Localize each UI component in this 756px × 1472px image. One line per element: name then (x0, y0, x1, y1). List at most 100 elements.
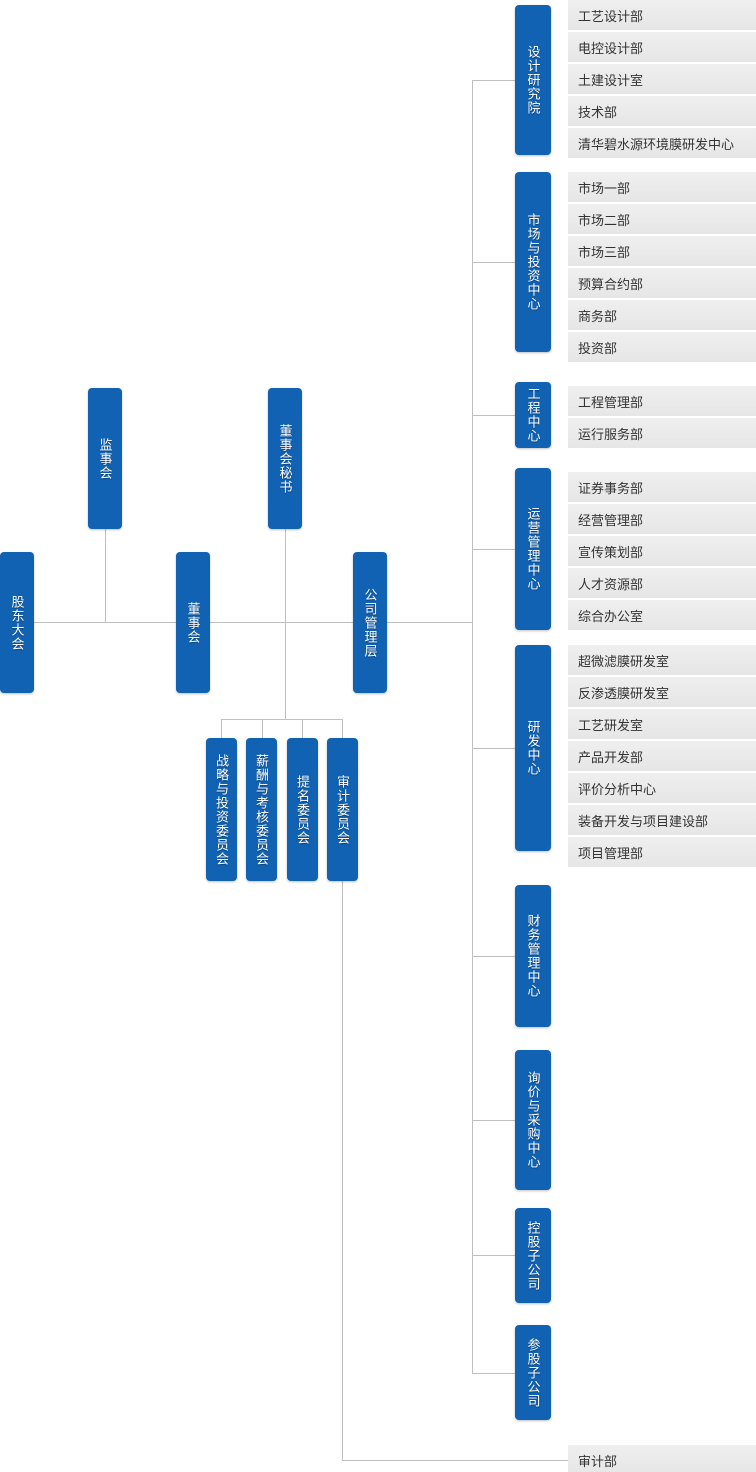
node-label: 控股子公司 (525, 1220, 541, 1291)
node-label: 董事会 (185, 601, 201, 644)
dept-label: 工艺研发室 (578, 717, 644, 733)
node-center-finance-management[interactable]: 财务管理中心 (515, 885, 551, 1027)
node-center-design-institute[interactable]: 设计研究院 (515, 5, 551, 155)
dept-row[interactable]: 土建设计室 (568, 64, 756, 94)
branch-operations-center (472, 549, 515, 550)
dept-row[interactable]: 电控设计部 (568, 32, 756, 62)
dept-row[interactable]: 反渗透膜研发室 (568, 677, 756, 707)
node-holding-subsidiary[interactable]: 控股子公司 (515, 1208, 551, 1303)
dept-row[interactable]: 评价分析中心 (568, 773, 756, 803)
dept-row[interactable]: 市场三部 (568, 236, 756, 266)
connector-committee-4 (342, 719, 343, 738)
node-equity-subsidiary[interactable]: 参股子公司 (515, 1325, 551, 1420)
dept-row[interactable]: 综合办公室 (568, 600, 756, 630)
branch-finance-center (472, 956, 515, 957)
node-committee-compensation-appraisal[interactable]: 薪酬与考核委员会 (246, 738, 277, 881)
dept-row[interactable]: 装备开发与项目建设部 (568, 805, 756, 835)
dept-label: 审计部 (578, 1453, 618, 1469)
dept-row[interactable]: 宣传策划部 (568, 536, 756, 566)
spine-main (34, 622, 472, 623)
committee-bus (221, 719, 343, 720)
dept-label: 经营管理部 (578, 512, 644, 528)
dept-label: 证券事务部 (578, 480, 644, 496)
dept-label: 人才资源部 (578, 576, 644, 592)
dept-row-audit-department[interactable]: 审计部 (568, 1445, 756, 1472)
branch-market-investment-center (472, 262, 515, 263)
node-label: 设计研究院 (525, 45, 541, 115)
dept-row[interactable]: 市场二部 (568, 204, 756, 234)
node-supervisory-board[interactable]: 监事会 (88, 388, 122, 529)
node-center-engineering[interactable]: 工程中心 (515, 382, 551, 448)
dept-label: 清华碧水源环境膜研发中心 (578, 136, 735, 152)
dept-row[interactable]: 工程管理部 (568, 386, 756, 416)
dept-label: 市场三部 (578, 244, 631, 260)
dept-label: 工艺设计部 (578, 8, 644, 24)
dept-label: 工程管理部 (578, 394, 644, 410)
dept-label: 商务部 (578, 308, 618, 324)
node-label: 公司管理层 (362, 587, 378, 658)
dept-row[interactable]: 工艺研发室 (568, 709, 756, 739)
branch-rnd-center (472, 748, 515, 749)
connector-committee-1 (221, 719, 222, 738)
node-shareholders-meeting[interactable]: 股东大会 (0, 552, 34, 693)
dept-row[interactable]: 证券事务部 (568, 472, 756, 502)
dept-row[interactable]: 运行服务部 (568, 418, 756, 448)
node-label: 薪酬与考核委员会 (254, 753, 269, 866)
dept-row[interactable]: 清华碧水源环境膜研发中心 (568, 128, 756, 158)
node-center-inquiry-procurement[interactable]: 询价与采购中心 (515, 1050, 551, 1190)
node-label: 战略与投资委员会 (214, 753, 229, 866)
dept-label: 市场二部 (578, 212, 631, 228)
node-board-of-directors[interactable]: 董事会 (176, 552, 210, 693)
dept-label: 装备开发与项目建设部 (578, 813, 709, 829)
branch-design-institute (472, 80, 515, 81)
branch-equity-subsidiary (472, 1373, 515, 1374)
dept-row[interactable]: 超微滤膜研发室 (568, 645, 756, 675)
node-center-rnd[interactable]: 研发中心 (515, 645, 551, 851)
node-label: 监事会 (97, 437, 113, 480)
node-board-secretary[interactable]: 董事会秘书 (268, 388, 302, 529)
node-label: 审计委员会 (335, 774, 350, 845)
node-label: 董事会秘书 (277, 423, 293, 494)
node-label: 财务管理中心 (525, 914, 541, 998)
dept-row[interactable]: 人才资源部 (568, 568, 756, 598)
dept-label: 宣传策划部 (578, 544, 644, 560)
node-center-operations-management[interactable]: 运营管理中心 (515, 468, 551, 630)
node-label: 参股子公司 (525, 1337, 541, 1408)
connector-committee-3 (302, 719, 303, 738)
node-company-management[interactable]: 公司管理层 (353, 552, 387, 693)
center-trunk (472, 80, 473, 1373)
dept-label: 电控设计部 (578, 40, 644, 56)
dept-row[interactable]: 技术部 (568, 96, 756, 126)
dept-row[interactable]: 商务部 (568, 300, 756, 330)
dept-row[interactable]: 投资部 (568, 332, 756, 362)
node-label: 市场与投资中心 (525, 213, 541, 311)
branch-engineering-center (472, 415, 515, 416)
dept-row[interactable]: 项目管理部 (568, 837, 756, 867)
dept-row[interactable]: 工艺设计部 (568, 0, 756, 30)
dept-label: 超微滤膜研发室 (578, 653, 670, 669)
dept-row[interactable]: 经营管理部 (568, 504, 756, 534)
dept-row[interactable]: 市场一部 (568, 172, 756, 202)
dept-row[interactable]: 预算合约部 (568, 268, 756, 298)
dept-label: 产品开发部 (578, 749, 644, 765)
dept-label: 投资部 (578, 340, 618, 356)
dept-row[interactable]: 产品开发部 (568, 741, 756, 771)
connector-board-to-committees (285, 622, 286, 719)
node-center-market-investment[interactable]: 市场与投资中心 (515, 172, 551, 352)
dept-label: 预算合约部 (578, 276, 644, 292)
node-committee-audit[interactable]: 审计委员会 (327, 738, 358, 881)
connector-committee-2 (262, 719, 263, 738)
branch-procurement-center (472, 1120, 515, 1121)
dept-label: 项目管理部 (578, 845, 644, 861)
node-committee-strategy-investment[interactable]: 战略与投资委员会 (206, 738, 237, 881)
node-label: 询价与采购中心 (525, 1071, 541, 1169)
node-committee-nomination[interactable]: 提名委员会 (287, 738, 318, 881)
dept-label: 土建设计室 (578, 72, 644, 88)
dept-label: 综合办公室 (578, 608, 644, 624)
dept-label: 技术部 (578, 104, 618, 120)
dept-label: 反渗透膜研发室 (578, 685, 670, 701)
connector-audit-department (342, 1460, 568, 1461)
dept-label: 运行服务部 (578, 426, 644, 442)
node-label: 提名委员会 (295, 774, 310, 845)
